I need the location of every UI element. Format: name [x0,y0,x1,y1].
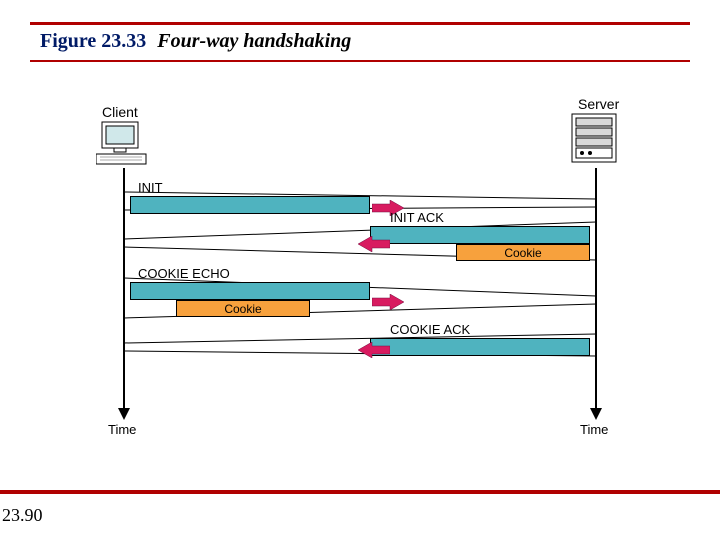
server-timeline-arrow [590,408,602,420]
msg-bar-INIT_ACK [370,226,590,244]
msg-bar-INIT [130,196,370,214]
cookie-bar-INIT_ACK: Cookie [456,244,590,261]
direction-arrow-COOKIE_ACK [358,342,390,363]
msg-label-INIT_ACK: INIT ACK [390,210,444,225]
direction-arrow-INIT_ACK [358,236,390,257]
client-computer-icon [96,120,152,171]
client-timeline-arrow [118,408,130,420]
header-rule-top [30,22,690,25]
direction-arrow-COOKIE_ECHO [372,294,404,315]
msg-bar-COOKIE_ECHO [130,282,370,300]
client-timeline [123,168,125,410]
msg-label-COOKIE_ACK: COOKIE ACK [390,322,470,337]
footer-rule [0,490,720,494]
header-rule-bottom [30,60,690,62]
figure-number: Figure 23.33 [40,30,146,52]
msg-label-INIT: INIT [138,180,163,195]
server-timeline [595,168,597,410]
client-label: Client [102,104,138,120]
figure-title-row: Figure 23.33 Four-way handshaking [40,30,351,53]
msg-bar-COOKIE_ACK [370,338,590,356]
page-number: 23.90 [2,505,43,526]
cookie-bar-COOKIE_ECHO: Cookie [176,300,310,317]
handshake-diagram: Client Server Time Time INITINIT ACKCook… [60,110,660,430]
figure-title: Four-way handshaking [157,30,351,52]
server-label: Server [578,96,619,112]
server-rack-icon [570,112,620,171]
server-time-label: Time [580,422,608,437]
client-time-label: Time [108,422,136,437]
msg-label-COOKIE_ECHO: COOKIE ECHO [138,266,230,281]
